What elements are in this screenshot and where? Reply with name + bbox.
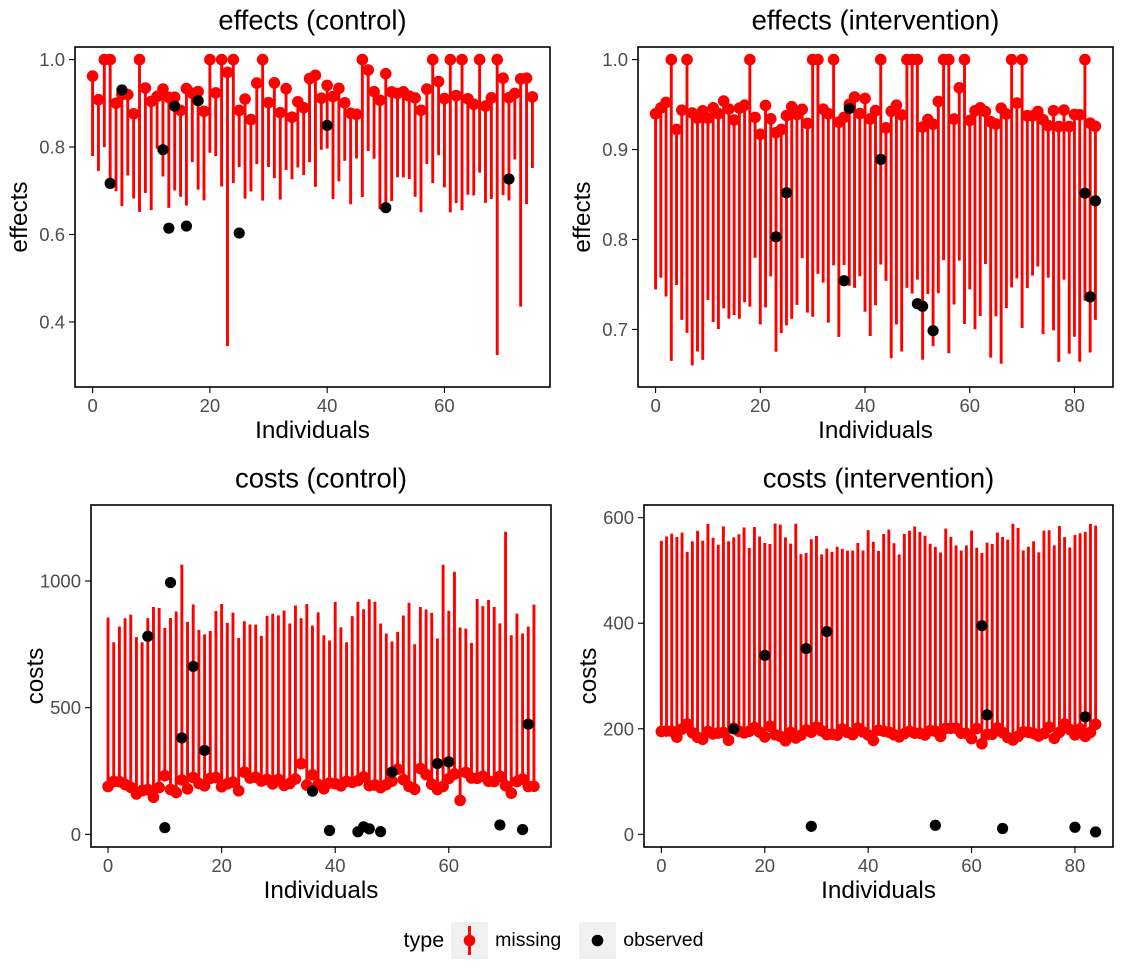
svg-text:Individuals: Individuals (255, 417, 370, 444)
svg-text:effects (intervention): effects (intervention) (752, 5, 1000, 36)
svg-text:0: 0 (87, 395, 97, 416)
svg-text:1.0: 1.0 (39, 49, 65, 70)
svg-text:200: 200 (603, 718, 634, 739)
svg-text:0.4: 0.4 (39, 311, 65, 332)
svg-text:effects: effects (6, 181, 33, 252)
svg-text:60: 60 (961, 855, 982, 876)
svg-text:40: 40 (317, 395, 338, 416)
svg-text:0: 0 (624, 824, 634, 845)
svg-text:60: 60 (959, 395, 980, 416)
svg-text:20: 20 (211, 855, 232, 876)
svg-text:0.8: 0.8 (602, 229, 628, 250)
svg-text:500: 500 (50, 697, 81, 718)
svg-text:0.9: 0.9 (602, 139, 628, 160)
svg-text:effects: effects (569, 181, 596, 252)
svg-text:80: 80 (1065, 855, 1086, 876)
svg-text:0: 0 (103, 855, 113, 876)
svg-text:1000: 1000 (40, 571, 81, 592)
svg-text:0: 0 (650, 395, 660, 416)
svg-text:costs (intervention): costs (intervention) (763, 463, 994, 494)
svg-text:0: 0 (656, 855, 666, 876)
svg-text:60: 60 (434, 395, 455, 416)
svg-text:0: 0 (71, 824, 81, 845)
svg-text:40: 40 (325, 855, 346, 876)
svg-text:1.0: 1.0 (602, 49, 628, 70)
svg-text:Individuals: Individuals (821, 877, 936, 904)
svg-text:Individuals: Individuals (264, 877, 379, 904)
svg-text:600: 600 (603, 507, 634, 528)
svg-text:Individuals: Individuals (818, 417, 933, 444)
svg-text:40: 40 (858, 855, 879, 876)
svg-text:80: 80 (1064, 395, 1085, 416)
svg-text:costs (control): costs (control) (235, 463, 407, 494)
svg-text:0.6: 0.6 (39, 224, 65, 245)
svg-text:20: 20 (754, 855, 775, 876)
svg-text:20: 20 (200, 395, 221, 416)
svg-text:effects (control): effects (control) (218, 5, 406, 36)
svg-text:0.8: 0.8 (39, 137, 65, 158)
svg-text:costs: costs (22, 648, 49, 705)
svg-text:40: 40 (855, 395, 876, 416)
svg-text:20: 20 (750, 395, 771, 416)
svg-text:400: 400 (603, 613, 634, 634)
svg-text:60: 60 (438, 855, 459, 876)
svg-text:0.7: 0.7 (602, 319, 628, 340)
svg-text:costs: costs (575, 648, 602, 705)
